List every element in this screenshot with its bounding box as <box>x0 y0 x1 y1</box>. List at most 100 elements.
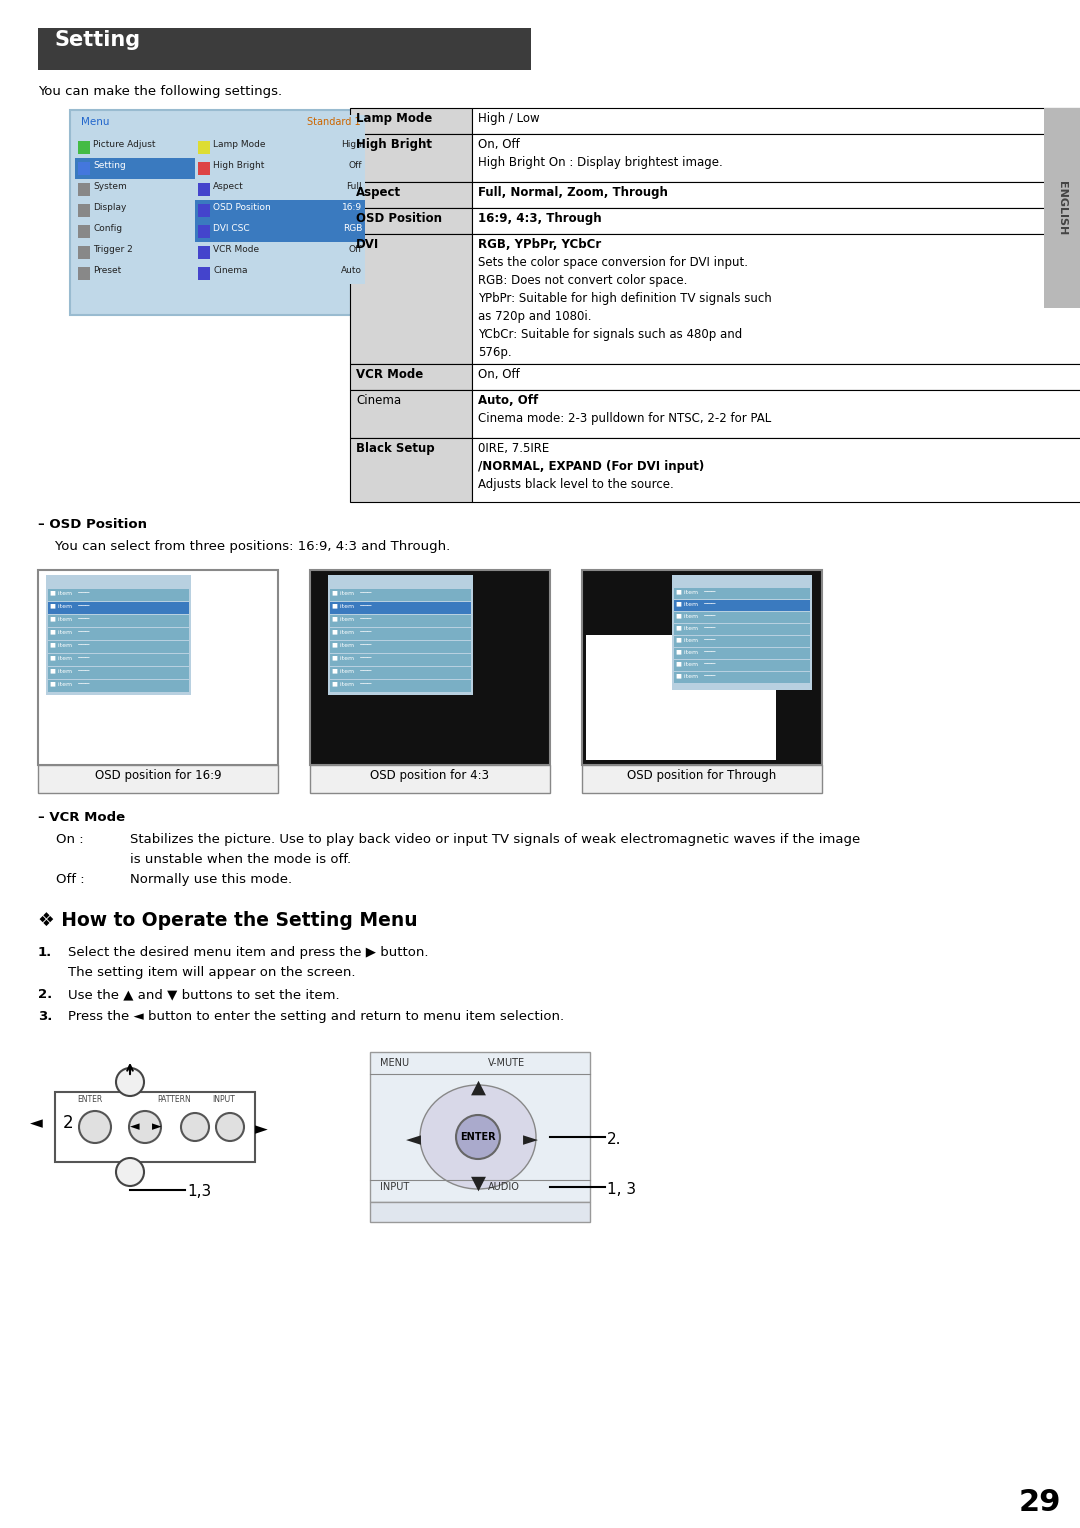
Bar <box>75 115 365 138</box>
Bar <box>330 642 471 652</box>
Text: OSD Position: OSD Position <box>356 212 442 225</box>
Text: 1.: 1. <box>38 946 52 960</box>
Text: /NORMAL, EXPAND (For DVI input): /NORMAL, EXPAND (For DVI input) <box>478 460 704 474</box>
Bar <box>75 157 195 179</box>
Bar <box>198 225 210 238</box>
Bar <box>350 390 472 439</box>
Text: Press the ◄ button to enter the setting and return to menu item selection.: Press the ◄ button to enter the setting … <box>68 1010 564 1024</box>
Text: YPbPr: Suitable for high definition TV signals such: YPbPr: Suitable for high definition TV s… <box>478 292 772 306</box>
Bar <box>198 205 210 217</box>
Bar <box>75 241 195 263</box>
Bar <box>350 182 472 208</box>
Text: Trigger 2: Trigger 2 <box>93 244 133 254</box>
Bar <box>48 628 189 640</box>
Text: ■ item   ───: ■ item ─── <box>332 642 372 646</box>
Text: 16:9: 16:9 <box>342 203 362 212</box>
Bar <box>195 222 365 241</box>
Bar <box>48 680 189 692</box>
Text: ■ item   ───: ■ item ─── <box>676 601 715 607</box>
Text: Sets the color space conversion for DVI input.: Sets the color space conversion for DVI … <box>478 257 748 269</box>
Bar <box>674 648 810 659</box>
Text: ■ item   ───: ■ item ─── <box>676 649 715 654</box>
Bar <box>310 570 550 766</box>
Text: High Bright: High Bright <box>356 138 432 151</box>
Text: Off: Off <box>349 160 362 170</box>
Bar <box>582 766 822 793</box>
Text: 16:9, 4:3, Through: 16:9, 4:3, Through <box>478 212 602 225</box>
Circle shape <box>181 1112 210 1141</box>
Circle shape <box>79 1111 111 1143</box>
Bar <box>75 200 195 222</box>
Bar <box>350 108 472 134</box>
Text: 2: 2 <box>63 1114 73 1132</box>
Bar <box>38 28 531 70</box>
Text: OSD position for Through: OSD position for Through <box>627 769 777 782</box>
Text: 29: 29 <box>1018 1488 1062 1517</box>
Text: Black Setup: Black Setup <box>356 442 434 455</box>
Text: Aspect: Aspect <box>213 182 244 191</box>
Text: DVI: DVI <box>356 238 379 251</box>
Text: ■ item   ───: ■ item ─── <box>676 637 715 642</box>
Text: Normally use this mode.: Normally use this mode. <box>130 872 292 886</box>
Bar <box>195 263 365 284</box>
Text: Preset: Preset <box>93 266 121 275</box>
Bar <box>674 660 810 671</box>
Text: Select the desired menu item and press the ▶ button.: Select the desired menu item and press t… <box>68 946 429 960</box>
Text: RGB: RGB <box>342 225 362 232</box>
Text: OSD position for 16:9: OSD position for 16:9 <box>95 769 221 782</box>
Text: Full, Normal, Zoom, Through: Full, Normal, Zoom, Through <box>478 186 667 199</box>
Text: High / Low: High / Low <box>478 112 540 125</box>
Bar <box>78 141 90 154</box>
Text: VCR Mode: VCR Mode <box>356 368 423 380</box>
Text: DVI CSC: DVI CSC <box>213 225 249 232</box>
Bar <box>198 246 210 260</box>
Bar <box>70 110 370 315</box>
Text: PATTERN: PATTERN <box>157 1096 191 1105</box>
Text: 576p.: 576p. <box>478 345 512 359</box>
Text: Lamp Mode: Lamp Mode <box>213 141 266 150</box>
Bar <box>472 390 1080 439</box>
Text: Lamp Mode: Lamp Mode <box>356 112 432 125</box>
Text: ■ item   ───: ■ item ─── <box>50 616 90 620</box>
Text: ❖ How to Operate the Setting Menu: ❖ How to Operate the Setting Menu <box>38 911 418 931</box>
Bar <box>472 134 1080 182</box>
Bar <box>198 183 210 196</box>
Bar <box>328 575 473 695</box>
Text: ■ item   ───: ■ item ─── <box>50 590 90 594</box>
Bar <box>472 108 1080 134</box>
Text: ■ item   ───: ■ item ─── <box>676 672 715 678</box>
Bar <box>330 680 471 692</box>
Text: ■ item   ───: ■ item ─── <box>50 604 90 608</box>
Text: You can make the following settings.: You can make the following settings. <box>38 86 282 98</box>
Bar <box>350 208 472 234</box>
Text: Full: Full <box>347 182 362 191</box>
Text: ►: ► <box>523 1131 538 1149</box>
Text: You can select from three positions: 16:9, 4:3 and Through.: You can select from three positions: 16:… <box>38 539 450 553</box>
Text: AUDIO: AUDIO <box>488 1183 519 1192</box>
Bar <box>330 654 471 666</box>
Bar <box>48 668 189 678</box>
Bar <box>48 654 189 666</box>
Text: ◄: ◄ <box>406 1131 421 1149</box>
Text: Config: Config <box>93 225 122 232</box>
Text: as 720p and 1080i.: as 720p and 1080i. <box>478 310 592 322</box>
Text: Setting: Setting <box>55 31 141 50</box>
Bar <box>370 1203 590 1222</box>
Bar <box>78 162 90 176</box>
Text: Adjusts black level to the source.: Adjusts black level to the source. <box>478 478 674 490</box>
Text: ■ item   ───: ■ item ─── <box>50 630 90 634</box>
Bar <box>674 601 810 611</box>
Text: System: System <box>93 182 126 191</box>
Text: Standard 1: Standard 1 <box>308 118 361 127</box>
Text: Cinema: Cinema <box>356 394 401 406</box>
Text: ■ item   ───: ■ item ─── <box>332 604 372 608</box>
Text: High Bright: High Bright <box>213 160 265 170</box>
Text: Use the ▲ and ▼ buttons to set the item.: Use the ▲ and ▼ buttons to set the item. <box>68 989 339 1001</box>
Text: ▼: ▼ <box>471 1174 486 1193</box>
Text: ■ item   ───: ■ item ─── <box>676 588 715 594</box>
Bar <box>330 628 471 640</box>
Bar <box>310 766 550 793</box>
Text: ENGLISH: ENGLISH <box>1057 180 1067 235</box>
Text: Auto: Auto <box>341 266 362 275</box>
Text: ENTER: ENTER <box>77 1096 103 1105</box>
